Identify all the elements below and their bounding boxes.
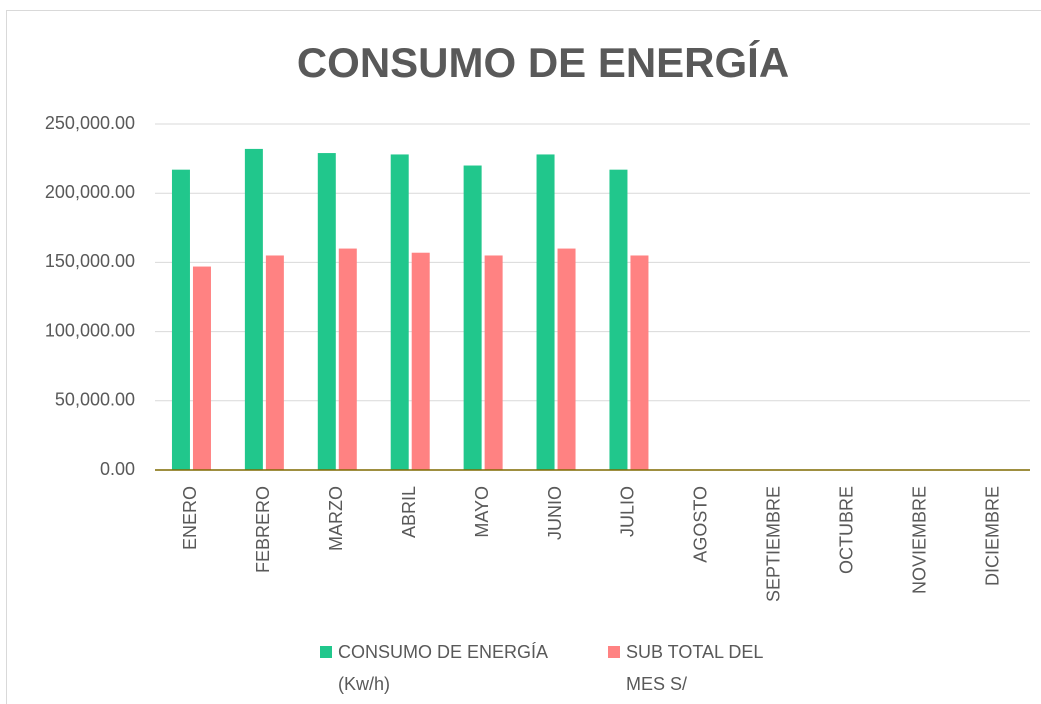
bar <box>609 169 628 470</box>
chart-title: CONSUMO DE ENERGÍA <box>297 39 789 86</box>
y-tick-label: 100,000.00 <box>45 320 135 340</box>
x-tick-label: AGOSTO <box>691 486 711 563</box>
bar <box>557 248 576 470</box>
bar <box>338 248 357 470</box>
bar <box>630 255 649 470</box>
chart-border <box>6 10 1041 704</box>
x-tick-label: OCTUBRE <box>836 486 856 574</box>
bar <box>390 154 409 470</box>
x-tick-label: MARZO <box>326 486 346 551</box>
y-tick-label: 150,000.00 <box>45 251 135 271</box>
legend: CONSUMO DE ENERGÍA (Kw/h) SUB TOTAL DEL M… <box>320 636 796 700</box>
bar <box>171 169 190 470</box>
legend-swatch <box>608 646 620 658</box>
x-tick-label: SEPTIEMBRE <box>764 486 784 602</box>
bar <box>411 252 430 470</box>
x-tick-label: FEBRERO <box>253 486 273 573</box>
legend-label: SUB TOTAL DEL MES S/ <box>626 642 763 694</box>
bar <box>536 154 555 470</box>
y-tick-label: 0.00 <box>100 459 135 479</box>
x-tick-label: NOVIEMBRE <box>909 486 929 594</box>
legend-swatch <box>320 646 332 658</box>
y-tick-label: 250,000.00 <box>45 113 135 133</box>
bar <box>317 153 336 470</box>
bar <box>484 255 503 470</box>
x-tick-label: ABRIL <box>399 486 419 538</box>
x-tick-label: DICIEMBRE <box>982 486 1002 586</box>
bar <box>192 266 211 470</box>
bar <box>244 148 263 471</box>
legend-label: CONSUMO DE ENERGÍA (Kw/h) <box>338 642 548 694</box>
bar <box>463 165 482 470</box>
x-tick-label: MAYO <box>472 486 492 538</box>
x-tick-label: ENERO <box>180 486 200 550</box>
legend-item: CONSUMO DE ENERGÍA (Kw/h) <box>320 636 578 700</box>
x-tick-label: JUNIO <box>545 486 565 540</box>
bar <box>265 255 284 470</box>
x-tick-label: JULIO <box>618 486 638 537</box>
legend-item: SUB TOTAL DEL MES S/ <box>608 636 796 700</box>
y-tick-label: 50,000.00 <box>55 390 135 410</box>
y-tick-label: 200,000.00 <box>45 182 135 202</box>
